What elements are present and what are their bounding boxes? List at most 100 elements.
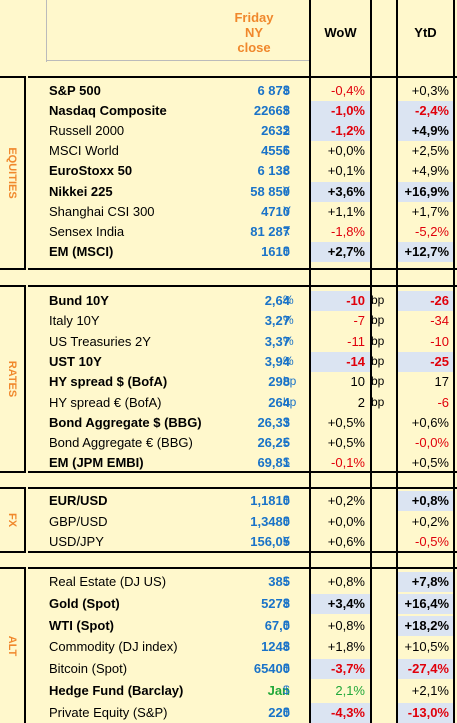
wow-change: -0,4% (331, 83, 365, 98)
currency-unit: $ (283, 595, 290, 610)
asset-name: EM (MSCI) (49, 243, 114, 259)
ytd-change: +16,4% (398, 593, 453, 614)
table-row: Sensex India 81 287 ₹ -1,8% -5,2% (0, 221, 457, 243)
ytd-change: +2,1% (411, 683, 449, 698)
currency-unit: $ (283, 123, 290, 138)
wow-change: 10 (350, 374, 365, 390)
asset-name: Commodity (DJ index) (49, 639, 178, 655)
currency-unit: $ (283, 661, 290, 676)
close-value: 3,37 (264, 333, 290, 349)
close-value: 220 (268, 704, 290, 720)
wow-unit: bp (371, 374, 385, 389)
asset-name: UST 10Y (49, 353, 102, 369)
close-value: 4556 (261, 143, 290, 159)
currency-unit: $ (283, 617, 290, 632)
currency-unit: bp (283, 394, 297, 409)
wow-unit: bp (371, 333, 385, 348)
ytd-change: +2,5% (411, 143, 449, 159)
table-row: GBP/USD 1,3480 $ +0,0% +0,2% (0, 511, 457, 533)
wow-change: +1,1% (327, 203, 365, 219)
header-guide-left (46, 0, 47, 62)
currency-unit: $ (283, 493, 290, 507)
currency-unit: $ (283, 513, 290, 528)
close-value: 264 (268, 394, 290, 410)
close-value: 26,25 (257, 435, 290, 451)
asset-name: Italy 10Y (49, 313, 100, 329)
wow-change: -14 (311, 351, 370, 372)
currency-unit: $ (283, 455, 290, 470)
asset-name: Sensex India (49, 223, 125, 239)
table-row: Real Estate (DJ US) 385 $ +0,8% +7,8% (0, 571, 457, 593)
currency-unit: ¥ (283, 183, 290, 198)
ytd-change: +0,3% (411, 83, 449, 98)
asset-name: Gold (Spot) (49, 595, 120, 611)
close-value: 65400 (253, 661, 290, 677)
close-value: 22668 (253, 103, 290, 119)
table-row: Bond Aggregate $ (BBG) 26,33 $ +0,5% +0,6% (0, 412, 457, 434)
currency-unit: bp (283, 374, 297, 389)
ytd-change: +10,5% (404, 639, 449, 655)
close-value: 4710 (261, 203, 290, 219)
wow-change: +0,5% (327, 435, 365, 451)
ytd-change: +12,7% (398, 241, 453, 262)
wow-change: -1,2% (311, 121, 370, 142)
ytd-change: -0,0% (415, 435, 449, 451)
ytd-change: -27,4% (398, 659, 453, 680)
currency-unit: % (283, 333, 294, 348)
close-value: 6 138 (257, 163, 290, 179)
wow-col-right-border (370, 0, 372, 723)
wow-change: -11 (347, 333, 365, 349)
currency-unit: $ (283, 683, 290, 697)
table-row: MSCI World 4556 $ +0,0% +2,5% (0, 140, 457, 162)
wow-unit: bp (371, 313, 385, 328)
rates-band (28, 285, 457, 473)
close-value: Jan (267, 683, 290, 698)
section-alt: ALT (0, 567, 26, 723)
wow-change: +2,7% (311, 241, 370, 262)
close-value: 298 (268, 374, 290, 390)
wow-col-left-border (309, 0, 311, 723)
wow-change: +0,1% (327, 163, 365, 179)
section-rates: RATES (0, 285, 26, 473)
table-row: HY spread $ (BofA) 298 bp 10 bp 17 (0, 371, 457, 393)
close-value: 67,0 (264, 617, 290, 633)
wow-unit: bp (371, 353, 385, 368)
table-row: EM (MSCI) 1610 $ +2,7% +12,7% (0, 241, 457, 263)
close-header-line3: close (237, 40, 271, 55)
asset-name: Hedge Fund (Barclay) (49, 683, 184, 698)
table-row: Commodity (DJ index) 1248 $ +1,8% +10,5% (0, 636, 457, 658)
ytd-change: +0,5% (411, 455, 449, 471)
table-row: Hedge Fund (Barclay) Jan $2,1% +2,1% (0, 680, 457, 702)
table-row: Bitcoin (Spot) 65400 $ -3,7% -27,4% (0, 658, 457, 680)
header-guide-bottom (46, 60, 309, 61)
ytd-change: -10 (430, 333, 449, 349)
table-row: Bond Aggregate € (BBG) 26,25 € +0,5% -0,0% (0, 432, 457, 454)
wow-change: +0,5% (327, 414, 365, 430)
asset-name: Nasdaq Composite (49, 103, 167, 119)
ytd-change: 17 (434, 374, 449, 390)
asset-name: EUR/USD (49, 493, 108, 508)
equities-band (28, 76, 457, 270)
ytd-change: -0,5% (415, 534, 449, 549)
close-value: 58 850 (250, 183, 290, 199)
table-row: S&P 500 6 878 $ -0,4% +0,3% (0, 80, 457, 102)
asset-name: Russell 2000 (49, 123, 125, 139)
wow-change: +0,8% (327, 574, 365, 589)
ytd-change: +4,9% (398, 121, 453, 142)
wow-change: -4,3% (311, 702, 370, 723)
ytd-change: +18,2% (398, 615, 453, 636)
wow-change: -1,0% (311, 101, 370, 122)
asset-name: WTI (Spot) (49, 617, 114, 633)
wow-header: WoW (324, 25, 357, 40)
close-header: Friday NY close (210, 10, 298, 55)
close-value: 69,81 (257, 455, 290, 471)
currency-unit: $ (283, 103, 290, 118)
wow-change: -1,8% (331, 223, 365, 239)
wow-change: -0,1% (331, 455, 365, 471)
fx-band (28, 487, 457, 553)
wow-change: +0,2% (327, 493, 365, 508)
close-header-line2: NY (244, 25, 264, 40)
asset-name: EuroStoxx 50 (49, 163, 133, 179)
ytd-change: +1,7% (411, 203, 449, 219)
asset-name: Bond Aggregate € (BBG) (49, 435, 193, 451)
